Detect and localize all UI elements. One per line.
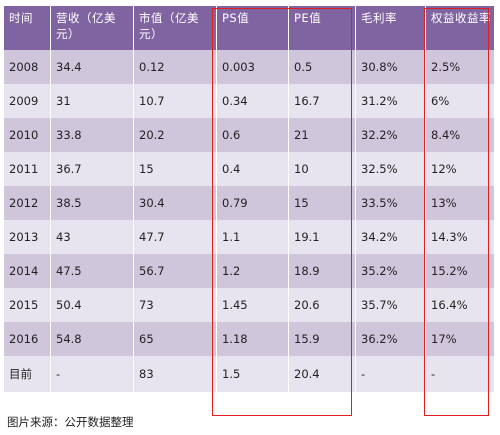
table-cell: 10.7 — [133, 84, 217, 118]
table-cell: 83 — [133, 356, 217, 392]
column-header: 营收（亿美元） — [50, 6, 134, 50]
table-cell: 20.4 — [288, 356, 356, 392]
table-cell: 15 — [133, 152, 217, 186]
table-cell: 30.4 — [133, 186, 217, 220]
table-row: 2011 36.7 15 0.4 10 32.5% 12% — [3, 152, 495, 186]
column-header: 市值（亿美元） — [133, 6, 217, 50]
table-cell: 16.7 — [288, 84, 356, 118]
table-row: 2008 34.4 0.12 0.003 0.5 30.8% 2.5% — [3, 50, 495, 84]
table-cell: 18.9 — [288, 254, 356, 288]
table-cell: 34.4 — [50, 50, 134, 84]
table-cell: 2008 — [3, 50, 51, 84]
table-row: 2016 54.8 65 1.18 15.9 36.2% 17% — [3, 322, 495, 356]
table-cell: 32.2% — [355, 118, 426, 152]
table-row: 2012 38.5 30.4 0.79 15 33.5% 13% — [3, 186, 495, 220]
table-cell: 32.5% — [355, 152, 426, 186]
table-cell: 17% — [425, 322, 495, 356]
table-cell: 2011 — [3, 152, 51, 186]
table-cell: 33.8 — [50, 118, 134, 152]
table-cell: 1.18 — [216, 322, 289, 356]
table-cell: 47.7 — [133, 220, 217, 254]
column-header: 毛利率 — [355, 6, 426, 50]
table-body: 2008 34.4 0.12 0.003 0.5 30.8% 2.5% 2009 31 10.7 0… — [3, 50, 495, 392]
table-header: 时间 营收（亿美元） 市值（亿美元） PS值 PE值 毛利率 权益收益率 — [3, 6, 495, 50]
table-cell: 2010 — [3, 118, 51, 152]
table-cell: 20.6 — [288, 288, 356, 322]
table-cell: 47.5 — [50, 254, 134, 288]
table-cell: 0.003 — [216, 50, 289, 84]
table-cell: 10 — [288, 152, 356, 186]
table-cell: 30.8% — [355, 50, 426, 84]
table-cell: 2009 — [3, 84, 51, 118]
table-cell: 2015 — [3, 288, 51, 322]
table-cell: 0.12 — [133, 50, 217, 84]
table-row: 2014 47.5 56.7 1.2 18.9 35.2% 15.2% — [3, 254, 495, 288]
table-cell: 2012 — [3, 186, 51, 220]
table-cell: 36.7 — [50, 152, 134, 186]
table-cell: 65 — [133, 322, 217, 356]
table-row: 2009 31 10.7 0.34 16.7 31.2% 6% — [3, 84, 495, 118]
financial-table: 时间 营收（亿美元） 市值（亿美元） PS值 PE值 毛利率 权益收益率 2008 34.4 0… — [3, 6, 495, 392]
table-cell: 1.2 — [216, 254, 289, 288]
table-cell: 16.4% — [425, 288, 495, 322]
table-cell: 14.3% — [425, 220, 495, 254]
table-cell: 2.5% — [425, 50, 495, 84]
table-cell: 31 — [50, 84, 134, 118]
table-cell: 20.2 — [133, 118, 217, 152]
table-cell: 2013 — [3, 220, 51, 254]
table-cell: 0.5 — [288, 50, 356, 84]
table-cell: - — [355, 356, 426, 392]
table-cell: 12% — [425, 152, 495, 186]
table-cell: 2016 — [3, 322, 51, 356]
source-caption: 图片来源：公开数据整理 — [7, 415, 134, 429]
table-cell: 56.7 — [133, 254, 217, 288]
table-row: 目前 -83 1.5 20.4- - — [3, 356, 495, 392]
table-row: 2010 33.8 20.2 0.6 21 32.2% 8.4% — [3, 118, 495, 152]
table-cell: 35.2% — [355, 254, 426, 288]
column-header: 权益收益率 — [425, 6, 495, 50]
table-cell: 6% — [425, 84, 495, 118]
table-cell: 0.4 — [216, 152, 289, 186]
table-row: 2015 50.4 73 1.45 20.6 35.7% 16.4% — [3, 288, 495, 322]
table-cell: 0.6 — [216, 118, 289, 152]
table-cell: 38.5 — [50, 186, 134, 220]
column-header: PS值 — [216, 6, 289, 50]
table-cell: 目前 — [3, 356, 51, 392]
table-cell: 1.5 — [216, 356, 289, 392]
table-cell: 36.2% — [355, 322, 426, 356]
table-cell: 0.34 — [216, 84, 289, 118]
table-cell: 21 — [288, 118, 356, 152]
table-cell: 15 — [288, 186, 356, 220]
table-cell: 1.45 — [216, 288, 289, 322]
table-cell: 54.8 — [50, 322, 134, 356]
table-cell: - — [50, 356, 134, 392]
table-cell: 34.2% — [355, 220, 426, 254]
table-cell: 33.5% — [355, 186, 426, 220]
table-cell: 19.1 — [288, 220, 356, 254]
table-cell: 35.7% — [355, 288, 426, 322]
table-cell: 43 — [50, 220, 134, 254]
column-header: PE值 — [288, 6, 356, 50]
header-row: 时间 营收（亿美元） 市值（亿美元） PS值 PE值 毛利率 权益收益率 — [3, 6, 495, 50]
table-cell: 31.2% — [355, 84, 426, 118]
table-cell: 2014 — [3, 254, 51, 288]
table-cell: 50.4 — [50, 288, 134, 322]
table-cell: - — [425, 356, 495, 392]
table-row: 2013 43 47.7 1.1 19.1 34.2% 14.3% — [3, 220, 495, 254]
column-header: 时间 — [3, 6, 51, 50]
table-cell: 8.4% — [425, 118, 495, 152]
table-cell: 15.2% — [425, 254, 495, 288]
table-cell: 0.79 — [216, 186, 289, 220]
table-cell: 15.9 — [288, 322, 356, 356]
table-cell: 13% — [425, 186, 495, 220]
table-cell: 73 — [133, 288, 217, 322]
table-cell: 1.1 — [216, 220, 289, 254]
